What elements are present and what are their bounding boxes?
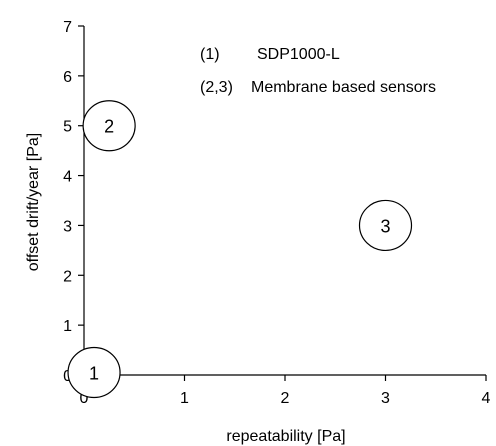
x-tick-label: 4 bbox=[482, 390, 491, 407]
y-tick-label: 5 bbox=[63, 119, 72, 136]
data-point-label: 2 bbox=[104, 117, 114, 137]
data-point-label: 1 bbox=[89, 364, 99, 384]
y-axis-title: offset drift/year [Pa] bbox=[25, 133, 42, 271]
x-tick-label: 2 bbox=[281, 390, 290, 407]
data-point-marker bbox=[67, 346, 121, 399]
y-tick-label: 4 bbox=[63, 169, 72, 186]
y-tick-label: 7 bbox=[63, 19, 72, 36]
x-axis-title: repeatability [Pa] bbox=[226, 428, 345, 445]
data-point-label: 3 bbox=[380, 216, 390, 236]
legend-number-2: (2,3) bbox=[200, 79, 233, 96]
y-tick-label: 2 bbox=[63, 268, 72, 285]
legend-number-1: (1) bbox=[200, 46, 220, 63]
x-tick-label: 1 bbox=[180, 390, 189, 407]
data-point-marker bbox=[358, 199, 413, 252]
legend-text-2: Membrane based sensors bbox=[251, 79, 436, 96]
data-points: 1 2 3 bbox=[67, 100, 413, 399]
y-tick-label: 1 bbox=[63, 318, 72, 335]
x-tick-label: 0 bbox=[80, 390, 89, 407]
x-tick-label: 3 bbox=[381, 390, 390, 407]
legend-text-1: SDP1000-L bbox=[257, 46, 340, 63]
y-tick-label: 0 bbox=[63, 368, 72, 385]
y-tick-label: 3 bbox=[63, 218, 72, 235]
data-point-marker bbox=[82, 100, 136, 152]
y-tick-label: 6 bbox=[63, 69, 72, 86]
